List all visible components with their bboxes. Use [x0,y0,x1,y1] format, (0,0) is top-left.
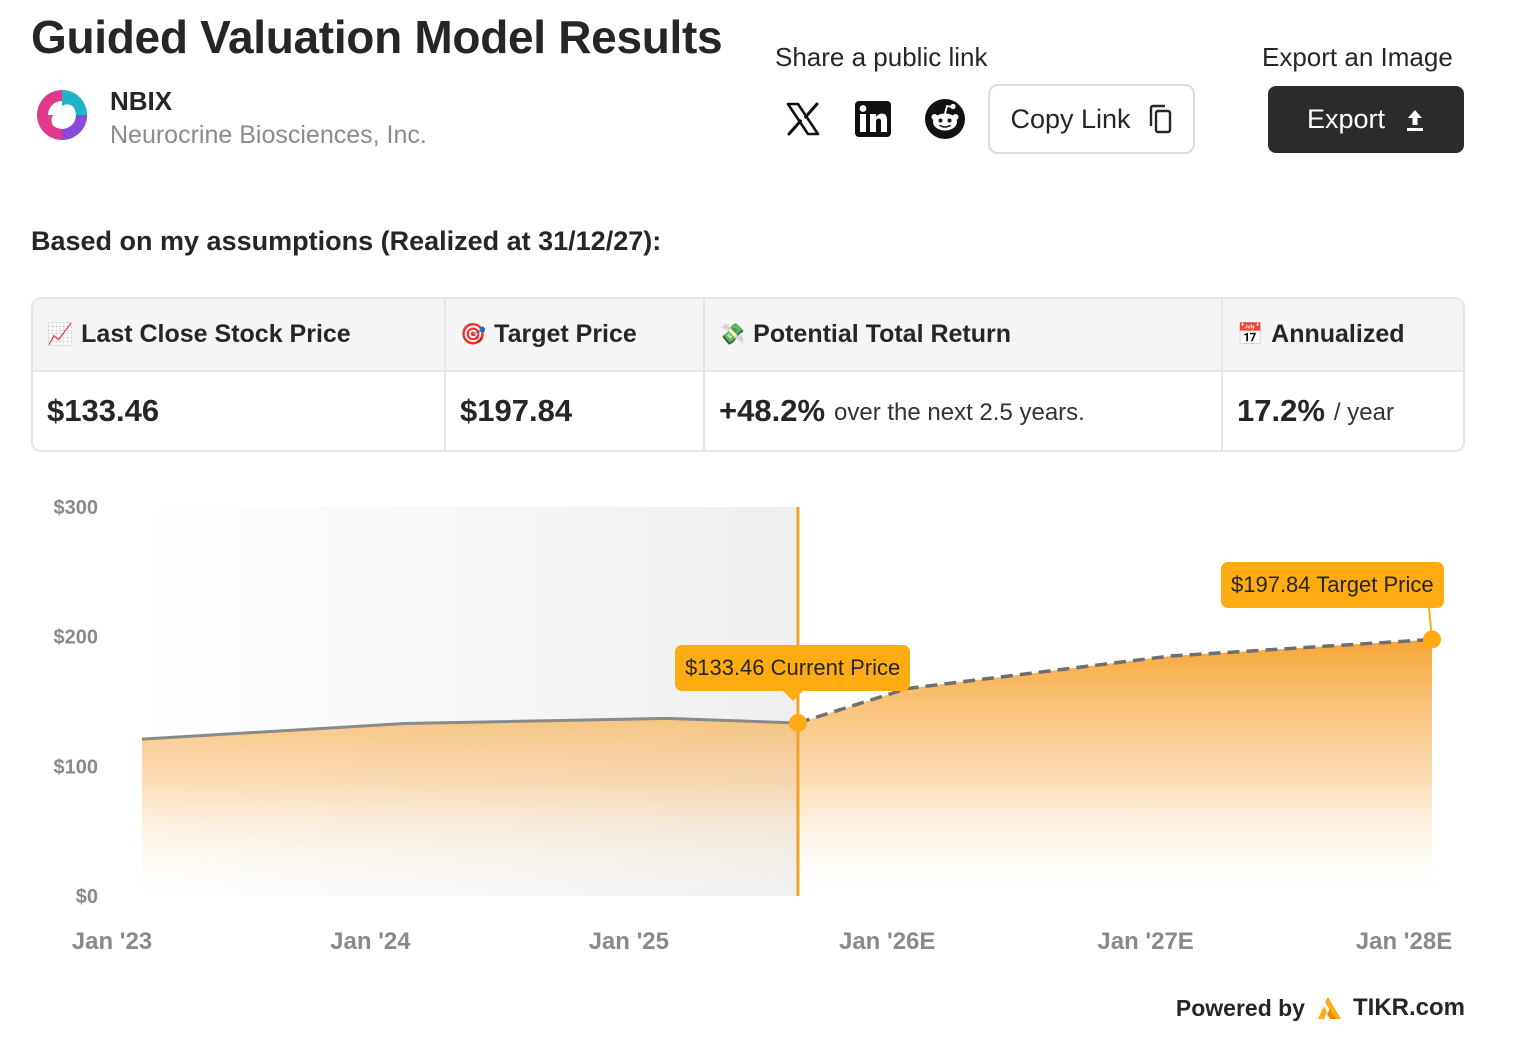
linkedin-icon[interactable] [851,97,895,141]
x-tick-label: Jan '27E [1097,928,1193,955]
x-tick-label: Jan '26E [839,928,935,955]
x-icon[interactable] [781,97,825,141]
y-tick-label: $100 [54,756,99,778]
current-price-point [788,713,807,732]
export-button[interactable]: Export [1268,86,1464,153]
brand-name[interactable]: TIKR.com [1352,994,1465,1021]
header-label: Potential Total Return [753,320,1012,348]
chart-emoji-icon: 📈 [47,322,74,346]
total-return-value: +48.2% [719,393,826,428]
y-tick-label: $200 [54,627,99,649]
calendar-emoji-icon: 📅 [1237,322,1264,346]
price-area [142,639,1432,896]
header-last-close: 📈 Last Close Stock Price [33,299,446,372]
copy-link-button[interactable]: Copy Link [988,84,1195,154]
company-header: NBIX Neurocrine Biosciences, Inc. [36,86,427,150]
price-chart: $300 $200 $100 $0 Jan '23 Jan '24 Jan '25 Jan '… [0,480,1534,980]
annualized-value-cell: 17.2% / year [1223,372,1463,450]
tikr-logo-icon [1317,997,1341,1019]
last-close-value-cell: $133.46 [33,372,446,450]
export-button-label: Export [1306,104,1386,134]
company-logo [37,90,87,140]
last-close-value: $133.46 [47,393,160,428]
header-label: Annualized [1271,320,1405,348]
projected-line [797,637,1433,725]
x-tick-label: Jan '23 [72,928,152,955]
header-target-price: 🎯 Target Price [446,299,705,372]
target-price-point [1423,630,1441,649]
reddit-icon[interactable] [923,97,967,141]
header-total-return: 💸 Potential Total Return [705,299,1223,372]
results-table: 📈 Last Close Stock Price 🎯 Target Price … [31,297,1465,452]
target-emoji-icon: 🎯 [460,322,487,346]
x-tick-label: Jan '24 [330,928,411,955]
annualized-note: / year [1333,399,1394,426]
price-chart-svg: $300 $200 $100 $0 Jan '23 Jan '24 Jan '25 Jan '… [54,497,1453,955]
target-price-callout: $197.84 Target Price [1221,562,1444,608]
powered-by: Powered by TIKR.com [1176,994,1465,1022]
current-price-callout: $133.46 Current Price [675,645,911,701]
y-tick-label: $0 [76,886,98,908]
target-price-value-cell: $197.84 [446,372,705,450]
export-label: Export an Image [1262,42,1453,72]
page-title: Guided Valuation Model Results [31,11,723,63]
share-label: Share a public link [775,42,988,72]
money-emoji-icon: 💸 [719,322,746,346]
header-label: Target Price [494,320,637,348]
company-name: Neurocrine Biosciences, Inc. [110,121,427,149]
upload-icon [1407,109,1424,131]
total-return-value-cell: +48.2% over the next 2.5 years. [705,372,1223,450]
copy-link-label: Copy Link [1010,103,1131,134]
header-label: Last Close Stock Price [81,320,351,348]
assumptions-heading: Based on my assumptions (Realized at 31/… [31,226,662,256]
company-ticker: NBIX [110,86,173,116]
y-tick-label: $300 [54,497,99,519]
historical-line [141,716,798,741]
header-annualized: 📅 Annualized [1223,299,1463,372]
total-return-note: over the next 2.5 years. [834,399,1085,426]
annualized-value: 17.2% [1237,393,1325,428]
powered-by-label: Powered by [1175,994,1305,1021]
copy-icon [1149,104,1171,134]
x-tick-label: Jan '25 [589,928,669,955]
x-tick-label: Jan '28E [1356,928,1452,955]
target-price-value: $197.84 [460,393,573,428]
